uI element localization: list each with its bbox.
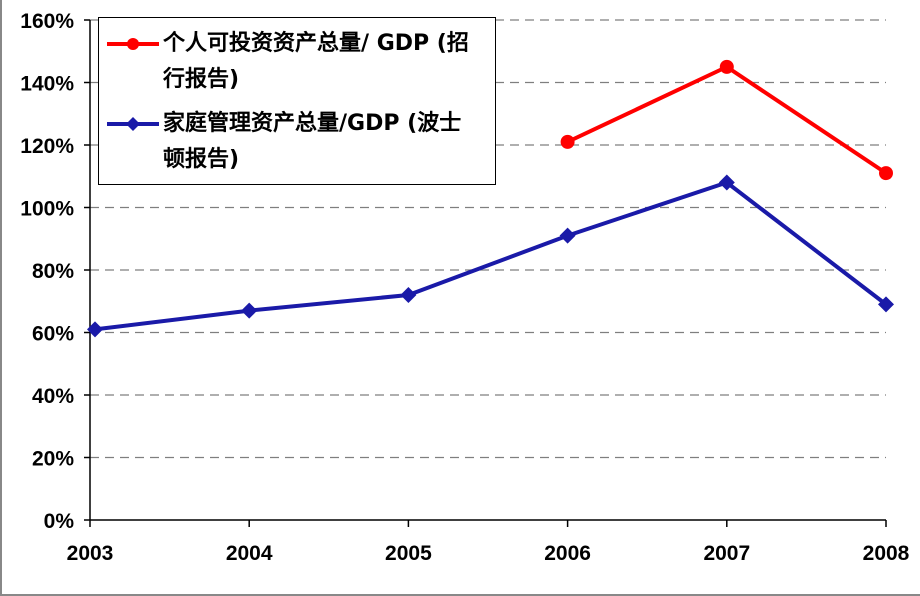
y-tick-label: 20% — [32, 448, 74, 471]
data-point — [241, 302, 258, 319]
x-tick-label: 2008 — [863, 542, 910, 565]
data-point — [400, 287, 417, 303]
y-tick-label: 40% — [32, 385, 74, 408]
x-tick-label: 2004 — [226, 542, 273, 565]
legend-label-boston: 家庭管理资产总量/GDP (波士顿报告) — [163, 111, 462, 172]
data-point — [879, 166, 893, 181]
y-tick-label: 100% — [20, 198, 74, 221]
series-line-1 — [94, 180, 888, 332]
y-tick-label: 140% — [20, 73, 74, 96]
y-tick-label: 60% — [32, 323, 74, 346]
data-point — [559, 227, 576, 244]
y-tick-label: 80% — [32, 260, 74, 283]
legend: 个人可投资资产总量/ GDP (招行报告) 家庭管理资产总量/GDP (波士顿报… — [98, 17, 496, 185]
y-tick-label: 0% — [44, 510, 75, 533]
legend-swatch-red — [105, 26, 161, 54]
data-point — [878, 296, 894, 313]
y-tick-label: 160% — [20, 10, 74, 33]
x-tick-label: 2007 — [703, 542, 750, 565]
x-tick-label: 2005 — [385, 542, 432, 565]
x-tick-label: 2003 — [67, 542, 114, 565]
legend-item-zhaohang: 个人可投资资产总量/ GDP (招行报告) — [105, 26, 483, 98]
x-tick-label: 2006 — [544, 542, 591, 565]
y-tick-label: 120% — [20, 135, 74, 158]
data-point — [718, 174, 735, 191]
legend-item-boston: 家庭管理资产总量/GDP (波士顿报告) — [105, 106, 483, 178]
data-point — [560, 134, 575, 149]
legend-swatch-blue — [105, 106, 161, 134]
data-point — [719, 59, 734, 74]
data-point — [87, 321, 103, 338]
legend-label-zhaohang: 个人可投资资产总量/ GDP (招行报告) — [163, 31, 469, 92]
